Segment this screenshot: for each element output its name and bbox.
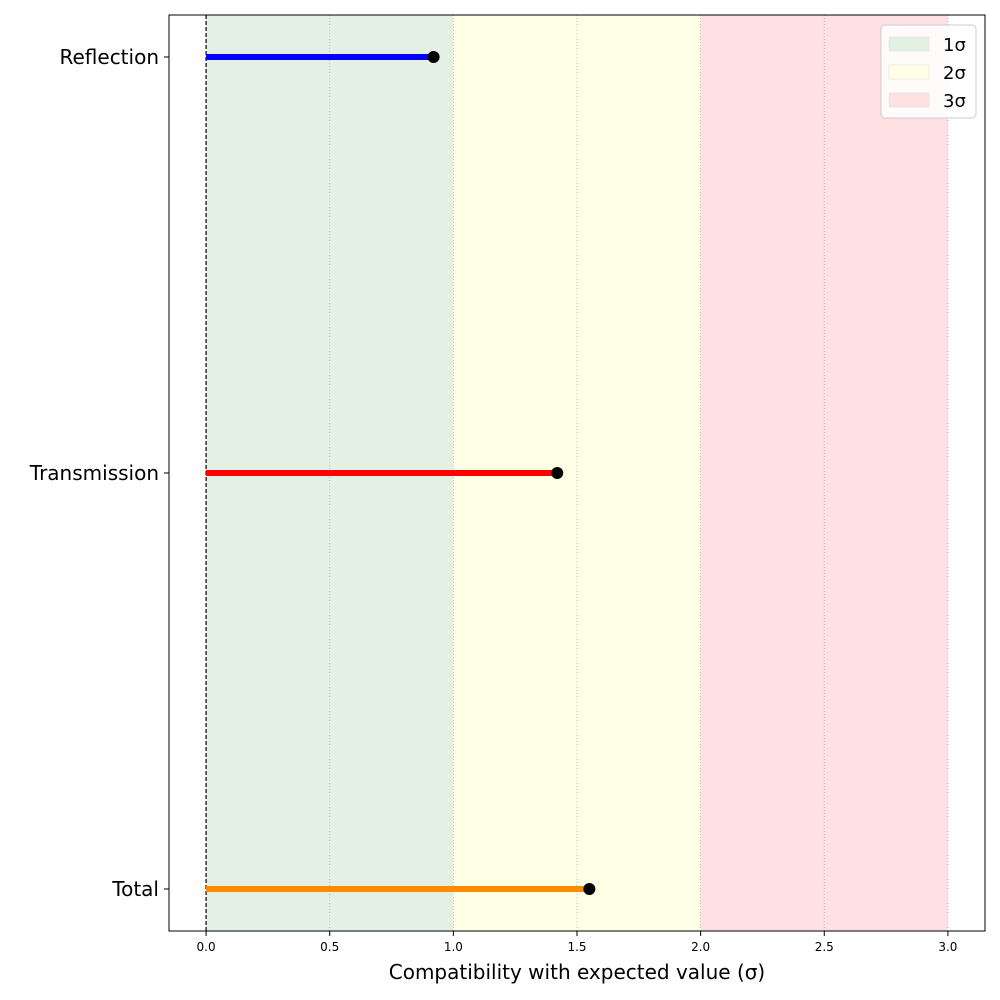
legend-swatch-1sigma <box>888 36 930 52</box>
x-axis-title: Compatibility with expected value (σ) <box>389 960 765 984</box>
legend-label-3sigma: 3σ <box>943 91 966 112</box>
category-label-total: Total <box>111 877 159 901</box>
x-tick-label: 1.5 <box>567 940 586 954</box>
x-tick-label: 0.0 <box>197 940 216 954</box>
category-label-transmission: Transmission <box>29 461 159 485</box>
legend-swatch-3sigma <box>888 92 930 108</box>
dot-transmission <box>551 467 564 479</box>
legend-label-1sigma: 1σ <box>943 35 966 56</box>
legend: 1σ 2σ 3σ <box>880 24 977 119</box>
category-label-reflection: Reflection <box>59 45 159 69</box>
dot-total <box>583 883 596 895</box>
x-tick-label: 0.5 <box>320 940 339 954</box>
y-axis-ticks: Reflection Transmission Total <box>29 45 169 901</box>
x-tick-label: 2.5 <box>815 940 834 954</box>
dot-reflection <box>427 51 440 63</box>
sigma-bands <box>206 15 948 931</box>
lollipop-dots <box>427 51 596 895</box>
x-axis-ticks: 0.0 0.5 1.0 1.5 2.0 2.5 3.0 <box>197 931 957 954</box>
lollipop-stems <box>206 54 590 892</box>
legend-swatch-2sigma <box>888 64 930 80</box>
x-tick-label: 2.0 <box>691 940 710 954</box>
x-tick-label: 1.0 <box>444 940 463 954</box>
x-tick-label: 3.0 <box>938 940 957 954</box>
band-3sigma <box>700 15 948 931</box>
legend-label-2sigma: 2σ <box>943 63 966 84</box>
